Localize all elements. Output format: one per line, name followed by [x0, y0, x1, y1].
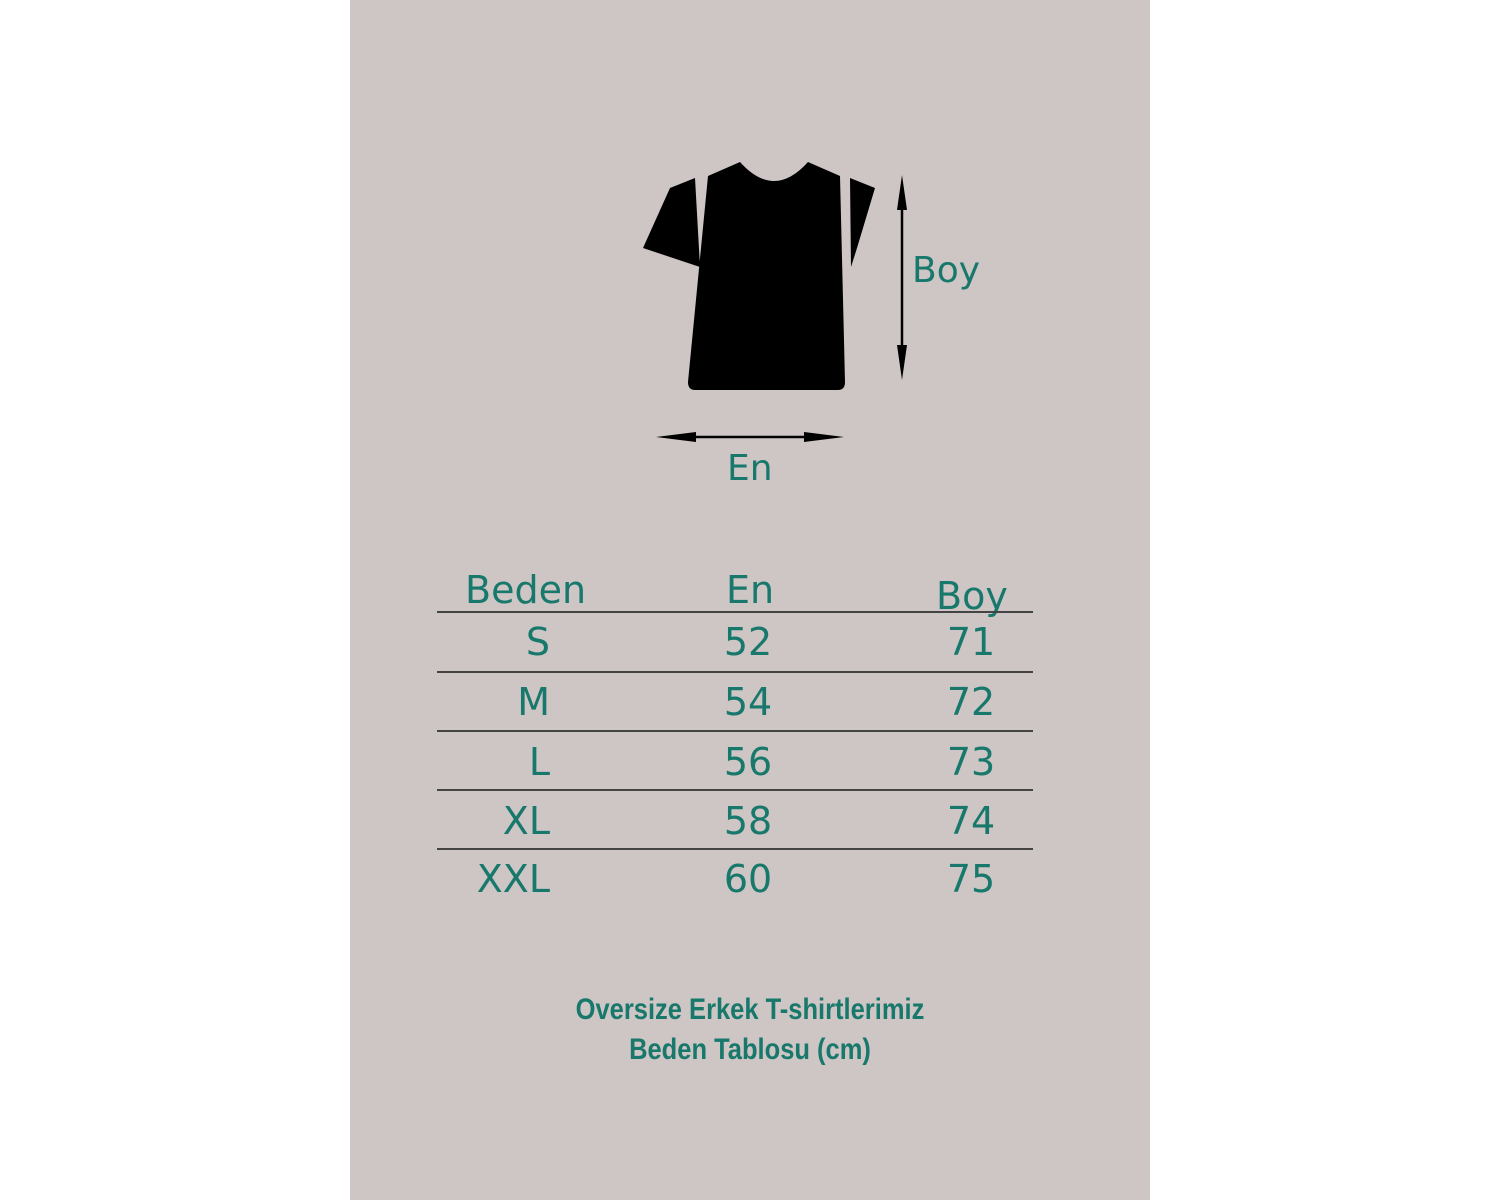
width-label: En	[727, 448, 773, 489]
header-width: En	[726, 568, 775, 612]
caption-line-1: Oversize Erkek T-shirtlerimiz	[575, 993, 925, 1026]
size-cell: S	[525, 620, 550, 664]
header-size: Beden	[465, 568, 587, 612]
size-cell: XL	[502, 799, 550, 843]
height-cell: 71	[946, 620, 996, 664]
tshirt-icon	[643, 162, 875, 390]
height-cell: 75	[946, 857, 996, 901]
table-divider	[437, 611, 1033, 613]
caption-line-2: Beden Tablosu (cm)	[629, 1033, 871, 1066]
table-divider	[437, 730, 1033, 732]
size-cell: M	[517, 680, 550, 724]
width-cell: 52	[723, 620, 773, 664]
width-cell: 58	[723, 799, 773, 843]
width-cell: 56	[723, 740, 773, 784]
height-cell: 73	[946, 740, 996, 784]
tshirt-diagram	[643, 162, 907, 442]
table-divider	[437, 671, 1033, 673]
size-cell: L	[528, 740, 550, 784]
width-cell: 54	[723, 680, 773, 724]
header-height: Boy	[936, 574, 1008, 618]
height-arrow	[897, 175, 907, 380]
width-cell: 60	[723, 857, 773, 901]
height-cell: 72	[946, 680, 996, 724]
table-divider	[437, 789, 1033, 791]
chart-caption: Oversize Erkek T-shirtlerimiz Beden Tabl…	[410, 990, 1090, 1070]
size-cell: XXL	[476, 857, 550, 901]
height-label: Boy	[912, 250, 981, 291]
height-cell: 74	[946, 799, 996, 843]
table-divider	[437, 848, 1033, 850]
width-arrow	[656, 432, 844, 442]
